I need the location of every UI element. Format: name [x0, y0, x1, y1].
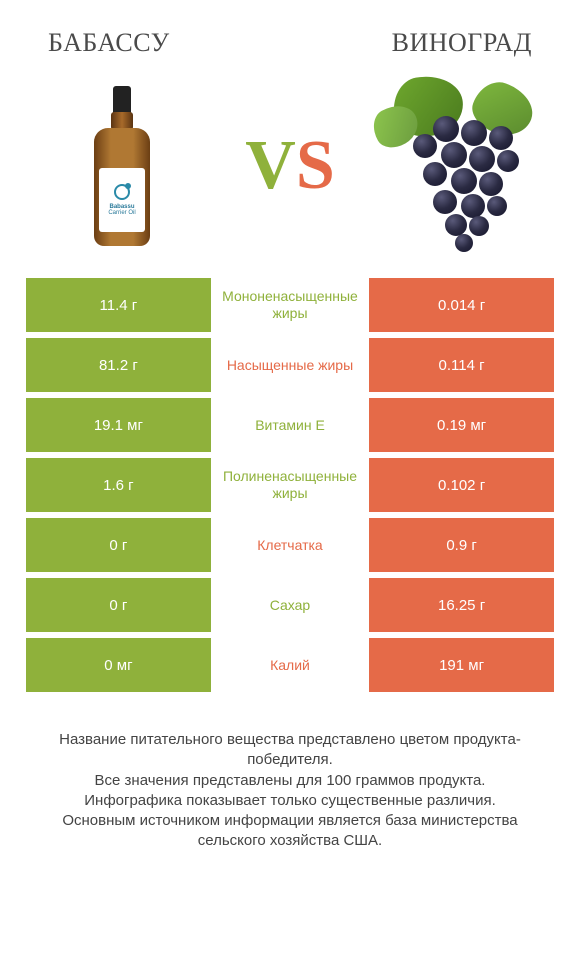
- vs-badge: VS: [245, 126, 335, 206]
- vs-letter-v: V: [245, 127, 296, 204]
- footnote-line: Все значения представлены для 100 граммо…: [28, 771, 552, 791]
- table-row: 11.4 гМононенасыщенные жиры0.014 г: [26, 278, 554, 332]
- left-value-cell: 0 г: [26, 518, 211, 572]
- right-value-cell: 0.014 г: [369, 278, 554, 332]
- left-product-image: Babassu Carrier Oil: [32, 71, 212, 261]
- oil-bottle-icon: Babassu Carrier Oil: [92, 86, 152, 246]
- vs-letter-s: S: [296, 127, 335, 204]
- nutrient-label: Сахар: [211, 578, 369, 632]
- footnote-line: Название питательного вещества представл…: [28, 730, 552, 771]
- right-value-cell: 191 мг: [369, 638, 554, 692]
- table-row: 19.1 мгВитамин E0.19 мг: [26, 398, 554, 452]
- left-value-cell: 0 г: [26, 578, 211, 632]
- right-value-cell: 0.114 г: [369, 338, 554, 392]
- left-value-cell: 0 мг: [26, 638, 211, 692]
- nutrient-label: Насыщенные жиры: [211, 338, 369, 392]
- nutrient-label: Полиненасыщенные жиры: [211, 458, 369, 512]
- table-row: 0 гКлетчатка0.9 г: [26, 518, 554, 572]
- images-row: Babassu Carrier Oil VS: [0, 58, 580, 278]
- footnote-line: Инфографика показывает только существенн…: [28, 791, 552, 811]
- comparison-table: 11.4 гМононенасыщенные жиры0.014 г 81.2 г…: [0, 278, 580, 692]
- table-row: 81.2 гНасыщенные жиры0.114 г: [26, 338, 554, 392]
- nutrient-label: Калий: [211, 638, 369, 692]
- right-value-cell: 16.25 г: [369, 578, 554, 632]
- nutrient-label: Мононенасыщенные жиры: [211, 278, 369, 332]
- nutrient-label: Клетчатка: [211, 518, 369, 572]
- table-row: 1.6 гПолиненасыщенные жиры0.102 г: [26, 458, 554, 512]
- header: БАБАССУ ВИНОГРАД: [0, 0, 580, 58]
- right-product-title: ВИНОГРАД: [392, 28, 532, 58]
- right-value-cell: 0.19 мг: [369, 398, 554, 452]
- right-value-cell: 0.9 г: [369, 518, 554, 572]
- left-value-cell: 11.4 г: [26, 278, 211, 332]
- footnote-line: Основным источником информации является …: [28, 811, 552, 852]
- table-row: 0 мгКалий191 мг: [26, 638, 554, 692]
- grapes-icon: [373, 76, 543, 256]
- nutrient-label: Витамин E: [211, 398, 369, 452]
- left-product-title: БАБАССУ: [48, 28, 170, 58]
- footnote: Название питательного вещества представл…: [0, 698, 580, 852]
- table-row: 0 гСахар16.25 г: [26, 578, 554, 632]
- right-value-cell: 0.102 г: [369, 458, 554, 512]
- left-value-cell: 1.6 г: [26, 458, 211, 512]
- left-value-cell: 19.1 мг: [26, 398, 211, 452]
- right-product-image: [368, 71, 548, 261]
- left-value-cell: 81.2 г: [26, 338, 211, 392]
- bottle-subtitle: Carrier Oil: [108, 210, 135, 216]
